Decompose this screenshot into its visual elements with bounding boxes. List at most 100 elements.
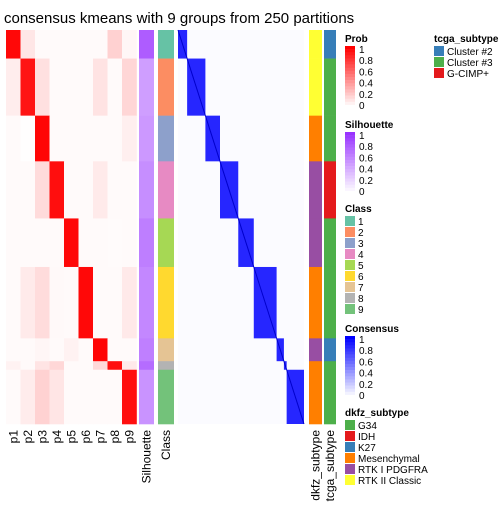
prob-cell	[93, 369, 108, 425]
dkfz-legend-swatch	[345, 442, 355, 452]
prob-cell	[49, 115, 65, 162]
tcga-cell	[324, 161, 336, 219]
prob-legend-gradient-step	[345, 95, 355, 99]
consensus-matrix	[177, 29, 305, 425]
silhouette-legend-gradient-step	[345, 147, 355, 151]
consensus-legend-gradient-step	[345, 394, 355, 399]
consensus-legend-gradient-step	[345, 354, 355, 358]
prob-cell	[6, 361, 21, 371]
prob-legend-gradient-step	[345, 67, 355, 72]
silhouette-legend-gradient-step	[345, 144, 355, 148]
silhouette-legend-gradient-step	[345, 163, 355, 167]
prob-cell	[6, 58, 21, 116]
prob-legend-gradient-step	[345, 83, 355, 87]
tcga-cell	[324, 266, 336, 339]
silhouette-legend-gradient-step	[345, 166, 355, 170]
tcga-legend-label: Cluster #2	[447, 47, 493, 58]
chart-title: consensus kmeans with 9 groups from 250 …	[4, 10, 354, 27]
prob-legend-gradient-step	[345, 52, 355, 56]
prob-legend-gradient-step	[345, 77, 355, 81]
class-legend-label: 5	[358, 261, 364, 272]
silhouette-legend-tick: 1	[359, 131, 365, 142]
prob-cell	[6, 218, 21, 268]
prob-cell	[35, 30, 50, 59]
prob-cell	[64, 338, 79, 362]
silhouette-legend-gradient-step	[345, 132, 355, 136]
consensus-legend-gradient-step	[345, 391, 355, 396]
consensus-legend-tick: 0	[359, 391, 365, 402]
prob-cell	[122, 30, 137, 59]
dkfz-subtype-column	[309, 30, 322, 425]
silhouette-column	[139, 30, 154, 425]
class-legend-title: Class	[345, 204, 372, 215]
class-cell	[158, 161, 174, 219]
class-column	[158, 30, 174, 425]
silhouette-legend-gradient-step	[345, 172, 355, 176]
consensus-legend-gradient-step	[345, 357, 355, 362]
class-legend-swatch	[345, 238, 355, 248]
consensus-legend-gradient-step	[345, 336, 355, 340]
silhouette-cell	[139, 58, 154, 116]
silhouette-cell	[139, 266, 154, 339]
prob-column-label: p8	[108, 430, 122, 444]
class-legend-swatch	[345, 249, 355, 259]
tcga-legend-swatch	[434, 46, 444, 56]
prob-cell	[64, 218, 79, 268]
prob-legend-gradient-step	[345, 101, 355, 106]
consensus-legend-title: Consensus	[345, 324, 399, 335]
prob-legend-gradient-step	[345, 58, 355, 62]
dkfz-legend-swatch	[345, 453, 355, 463]
column-labels: p1 p2 p3 p4 p5 p6 p7 p8 p9 Silhouette Class dkfz_su…	[6, 430, 337, 502]
prob-cell	[78, 369, 94, 425]
prob-legend-gradient-step	[345, 64, 355, 68]
consensus-diagonal	[219, 161, 239, 219]
prob-legend-gradient-step	[345, 92, 355, 96]
prob-cell	[6, 161, 21, 219]
probability-heatmap	[6, 30, 137, 425]
silhouette-legend-gradient-step	[345, 135, 355, 139]
prob-cell	[64, 361, 79, 371]
prob-cell	[93, 161, 108, 219]
tcga-cell	[324, 338, 336, 362]
class-legend-swatch	[345, 293, 355, 303]
silhouette-legend-gradient-step	[345, 138, 355, 142]
silhouette-cell	[139, 161, 154, 219]
silhouette-legend-gradient-step	[345, 169, 355, 173]
prob-cell	[20, 369, 36, 425]
prob-cell	[64, 369, 79, 425]
prob-cell	[35, 218, 50, 268]
prob-cell	[49, 338, 65, 362]
prob-legend-tick: 0	[359, 101, 365, 112]
prob-cell	[6, 115, 21, 162]
consensus-legend-gradient-step	[345, 388, 355, 393]
prob-cell	[49, 266, 65, 339]
prob-legend-gradient-step	[345, 86, 355, 90]
class-legend-swatch	[345, 304, 355, 314]
consensus-diagonal	[204, 115, 221, 162]
consensus-legend-gradient-step	[345, 376, 355, 380]
prob-cell	[107, 30, 123, 59]
prob-cell	[78, 361, 94, 371]
silhouette-legend-gradient-step	[345, 184, 355, 189]
dkfz-legend-label: RTK I PDGFRA	[358, 465, 428, 476]
prob-column-label: p4	[50, 430, 64, 444]
class-cell	[158, 369, 174, 425]
prob-legend-gradient-step	[345, 46, 355, 50]
dkfz-legend-label: RTK II Classic	[358, 476, 421, 487]
prob-legend-gradient-step	[345, 61, 355, 65]
prob-legend-gradient-step	[345, 49, 355, 53]
prob-cell	[20, 266, 36, 339]
prob-cell	[64, 30, 79, 59]
class-legend-label: 8	[358, 294, 364, 305]
consensus-legend-gradient-step	[345, 379, 355, 383]
prob-cell	[35, 58, 50, 116]
consensus-legend-tick: 0.2	[359, 380, 373, 391]
consensus-legend-gradient-step	[345, 351, 355, 355]
prob-cell	[35, 115, 50, 162]
dkfz-legend-label: G34	[358, 421, 377, 432]
prob-cell	[122, 58, 137, 116]
silhouette-label: Silhouette	[140, 430, 154, 484]
prob-legend-gradient-step	[345, 55, 355, 59]
consensus-diagonal	[237, 218, 255, 268]
